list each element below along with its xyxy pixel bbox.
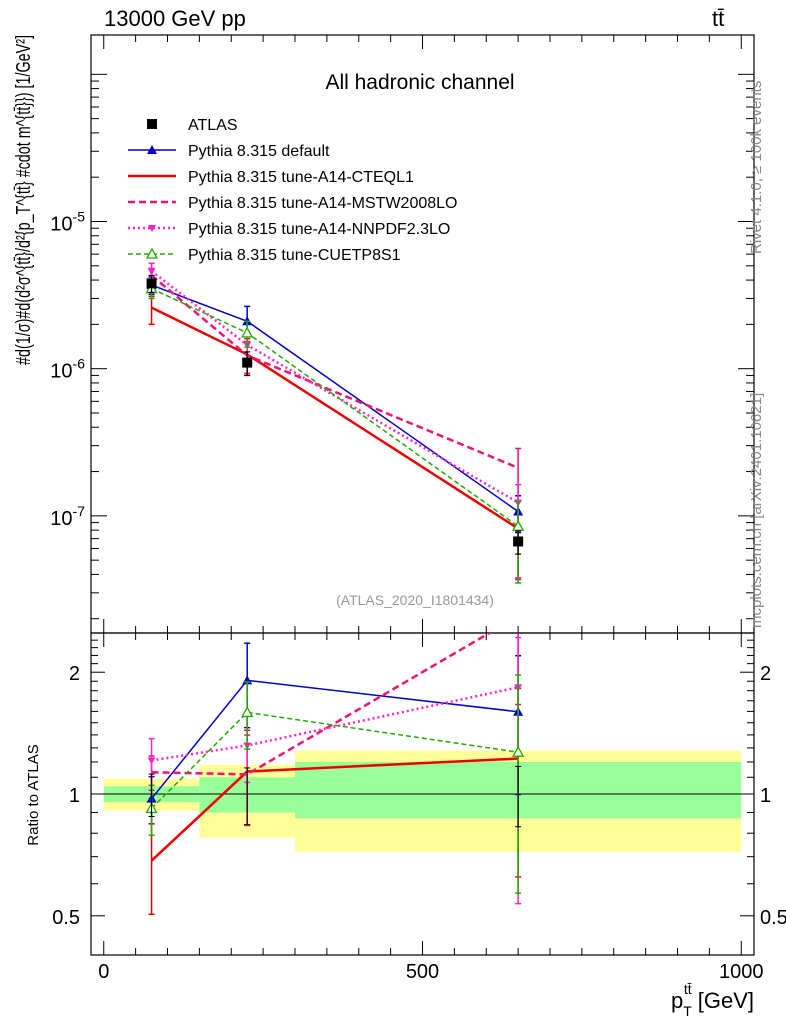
series-4 [147, 262, 523, 579]
legend: ATLAS Pythia 8.315 default Pythia 8.315 tu… [128, 117, 457, 264]
series-line [151, 287, 519, 527]
y-tick-label: 10-7 [50, 503, 85, 530]
series-5 [145, 279, 525, 584]
ratio-bands [103, 750, 742, 852]
ratio-tick-label-right: 0.5 [760, 907, 786, 929]
data-point [513, 536, 524, 547]
y-tick-label: 10-5 [50, 209, 85, 236]
series-3 [148, 267, 522, 581]
ratio-point [147, 757, 156, 765]
header-collision-label: 13000 GeV pp [104, 6, 246, 31]
legend-entry-4: Pythia 8.315 tune-A14-NNPDF2.3LO [128, 221, 450, 238]
legend-entry-2: Pythia 8.315 tune-A14-CTEQL1 [128, 169, 414, 186]
ratio-tick-label-left: 0.5 [52, 907, 80, 929]
series-line [151, 306, 519, 530]
ratio-point [512, 745, 525, 757]
atlas-data [146, 274, 524, 555]
legend-label: Pythia 8.315 tune-A14-MSTW2008LO [188, 195, 457, 212]
y-axis-label: #d(1/σ)#d(d²σ^{tt̄}/d²{p_T^{tt̄} #cdot m… [13, 35, 35, 365]
ratio-tick-label-right: 1 [760, 785, 771, 807]
header-process-label: tt̄ [712, 6, 725, 31]
data-point [242, 357, 253, 368]
series-line [151, 284, 519, 513]
x-tick-label: 1000 [719, 961, 764, 983]
series-point [241, 326, 254, 338]
legend-entry-atlas: ATLAS [147, 117, 238, 134]
data-point [146, 278, 157, 289]
legend-marker [145, 247, 159, 259]
legend-marker [147, 145, 157, 154]
series-2 [148, 295, 522, 581]
ratio-series-line [151, 686, 519, 762]
ratio-axis-label: Ratio to ATLAS [25, 744, 42, 845]
series-point [147, 268, 156, 276]
legend-label: Pythia 8.315 tune-A14-NNPDF2.3LO [188, 221, 450, 238]
ratio-tick-label-left: 1 [69, 785, 80, 807]
legend-marker [148, 225, 156, 232]
plot-title: All hadronic channel [325, 71, 514, 94]
ratio-tick-label-left: 2 [69, 663, 80, 685]
legend-label: ATLAS [188, 117, 238, 134]
y-tick-label: 10-6 [50, 356, 85, 383]
legend-entry-1: Pythia 8.315 default [128, 143, 330, 160]
ratio-tick-label-right: 2 [760, 663, 771, 685]
series-line [150, 274, 519, 469]
legend-label: Pythia 8.315 default [188, 143, 330, 160]
legend-label: Pythia 8.315 tune-CUETP8S1 [188, 247, 401, 264]
rivet-version-label: Rivet 4.1.0, ≥ 100k events [748, 80, 765, 254]
legend-entry-3: Pythia 8.315 tune-A14-MSTW2008LO [128, 195, 457, 212]
ratio-series [145, 633, 525, 916]
x-tick-label: 0 [98, 961, 109, 983]
legend-label: Pythia 8.315 tune-A14-CTEQL1 [188, 169, 414, 186]
legend-entry-5: Pythia 8.315 tune-CUETP8S1 [128, 247, 401, 264]
x-tick-label: 500 [406, 961, 439, 983]
series-point [512, 519, 525, 531]
analysis-label: (ATLAS_2020_I1801434) [336, 592, 494, 608]
legend-marker [147, 119, 157, 129]
ratio-point [241, 706, 254, 718]
mcplots-reference-label: mcplots.cern.ch [arXiv:2401.10621] [748, 392, 765, 628]
x-axis-label: pTtt̄ [GeV] [671, 981, 754, 1019]
